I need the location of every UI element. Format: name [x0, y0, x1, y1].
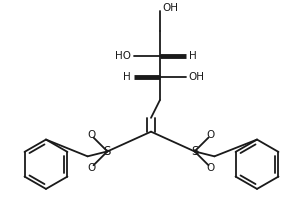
- Text: H: H: [189, 51, 196, 61]
- Text: H: H: [124, 72, 131, 82]
- Text: S: S: [191, 145, 198, 158]
- Text: OH: OH: [189, 72, 205, 82]
- Text: S: S: [104, 145, 111, 158]
- Text: HO: HO: [115, 51, 131, 61]
- Text: O: O: [87, 163, 96, 173]
- Text: OH: OH: [162, 3, 178, 13]
- Text: O: O: [206, 163, 215, 173]
- Text: O: O: [87, 130, 96, 140]
- Text: O: O: [206, 130, 215, 140]
